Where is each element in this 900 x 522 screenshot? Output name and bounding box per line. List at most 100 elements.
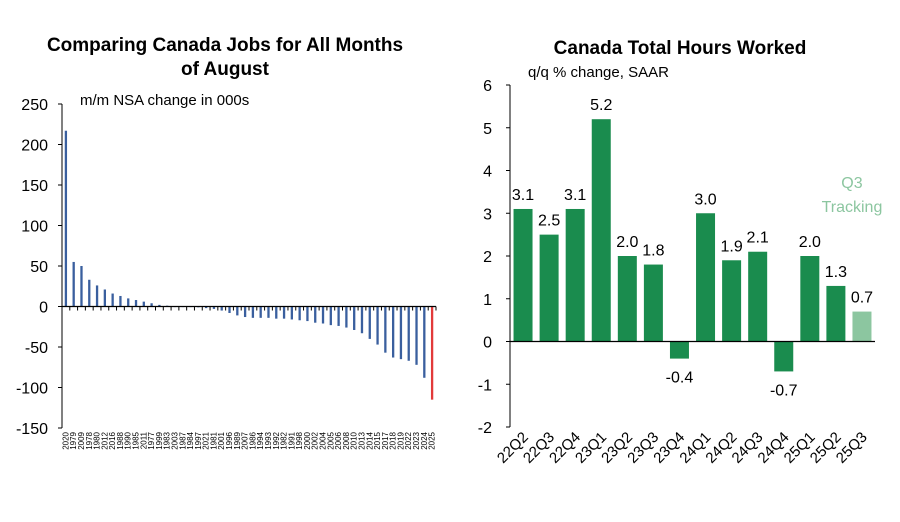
jobs-x-tick-label: 1979 [69,431,78,449]
hours-bar [617,256,637,342]
jobs-y-tick-label: 0 [39,300,48,317]
jobs-bar [80,266,83,307]
hours-bar [748,251,768,342]
jobs-bar [243,306,247,318]
jobs-bar [259,306,262,318]
jobs-x-tick-label: 2010 [350,431,359,449]
jobs-x-tick-label: 1982 [280,431,289,449]
hours-bar [591,119,611,342]
hours-data-label: 2.0 [616,234,638,251]
jobs-bar [384,306,387,353]
hours-y-tick-label: 4 [483,164,492,181]
jobs-bar [337,306,340,326]
jobs-bar [119,295,122,307]
hours-y-tick-label: -1 [478,377,492,394]
jobs-bar [220,306,223,311]
jobs-x-tick-label: 1978 [85,431,94,449]
hours-y-tick-label: 5 [483,121,492,138]
jobs-x-tick-label: 1986 [248,431,257,449]
jobs-x-tick-label: 2004 [319,431,328,449]
jobs-x-tick-label: 2003 [170,431,179,449]
hours-bar [696,213,716,342]
jobs-x-tick-label: 1997 [194,431,203,449]
jobs-bar [321,306,325,324]
hours-bar [800,256,820,342]
jobs-x-tick-label: 2018 [389,431,398,449]
jobs-x-tick-label: 2024 [420,431,429,449]
jobs-bar [282,306,286,319]
jobs-bar [236,306,239,316]
jobs-bar [134,300,138,307]
jobs-chart-subtitle: m/m NSA change in 000s [80,92,250,109]
jobs-bar [72,261,75,307]
jobs-bar [407,306,410,361]
jobs-x-tick-label: 2012 [100,431,109,449]
jobs-x-tick-label: 1987 [178,431,187,449]
hours-data-label: 3.1 [512,187,534,204]
hours-chart-svg: 6543210-1-23.12.53.15.22.01.8-0.43.01.92… [478,78,883,467]
hours-data-label: 2.5 [538,213,560,230]
jobs-x-tick-label: 2015 [373,431,382,449]
jobs-x-tick-label: 2019 [396,431,405,449]
jobs-x-tick-label: 1985 [132,431,141,449]
jobs-x-tick-label: 1991 [287,431,296,449]
jobs-bar [376,306,379,345]
jobs-x-tick-label: 2007 [241,431,250,449]
hours-data-label: 1.8 [642,243,664,260]
jobs-y-tick-label: -100 [16,381,48,398]
jobs-y-tick-label: -50 [25,340,48,357]
jobs-chart-title: Comparing Canada Jobs for All Months of … [46,35,404,80]
jobs-bar [306,306,309,322]
jobs-bar [329,306,332,326]
jobs-x-tick-label: 1996 [225,431,234,449]
jobs-x-tick-label: 1993 [264,431,273,449]
hours-y-tick-label: 2 [483,249,492,266]
hours-data-label: 3.0 [694,191,716,208]
jobs-x-tick-label: 1981 [209,431,218,449]
hours-data-label: 2.1 [747,230,769,247]
jobs-bar [251,306,255,318]
jobs-x-tick-label: 2022 [404,431,413,449]
hours-tracking-annotation: Tracking [822,199,883,216]
jobs-y-tick-label: 250 [21,97,48,114]
hours-y-tick-label: 6 [483,78,492,95]
jobs-x-tick-label: 1988 [116,431,125,449]
hours-data-label: 1.3 [825,264,847,281]
jobs-x-tick-label: 2005 [326,431,335,449]
jobs-bar [228,306,231,313]
jobs-x-tick-label: 2020 [61,431,70,449]
jobs-bar [314,306,317,323]
jobs-x-tick-label: 2006 [334,431,343,449]
jobs-bar [267,306,270,318]
jobs-x-tick-label: 2023 [412,431,421,449]
hours-data-label: 2.0 [799,234,821,251]
jobs-chart-panel: 250 200 150 100 50 0 -50 -100 -150 2020 1979 2009 19… [16,35,437,450]
jobs-bar [150,303,153,307]
hours-tracking-annotation: Q3 [841,175,862,192]
jobs-x-tick-label: 2001 [217,431,226,449]
jobs-bar [415,306,418,365]
hours-y-tick-label: -2 [478,420,492,437]
hours-data-label: 5.2 [590,97,612,114]
jobs-x-tick-label: 2014 [365,431,374,449]
jobs-x-tick-label: 2021 [202,431,211,449]
jobs-x-tick-label: 2002 [311,431,320,449]
hours-chart-title: Canada Total Hours Worked [553,38,807,59]
hours-bar [513,208,533,342]
jobs-x-tick-label: 1977 [147,431,156,449]
hours-data-label: 1.9 [720,238,742,255]
hours-bar [722,260,742,342]
hours-bar [643,264,663,342]
jobs-bar [298,306,301,321]
jobs-x-tick-label: 2013 [357,431,366,449]
jobs-x-tick-label: 1984 [186,431,195,449]
jobs-x-tick-label: 2011 [139,431,148,449]
hours-bar [826,285,846,342]
jobs-bar [391,306,395,358]
jobs-bar [368,306,371,339]
jobs-bar [127,298,130,307]
jobs-bar [423,306,426,378]
hours-bar [539,234,559,342]
jobs-y-tick-label: 200 [21,138,48,155]
jobs-y-tick-label: 150 [21,178,48,195]
